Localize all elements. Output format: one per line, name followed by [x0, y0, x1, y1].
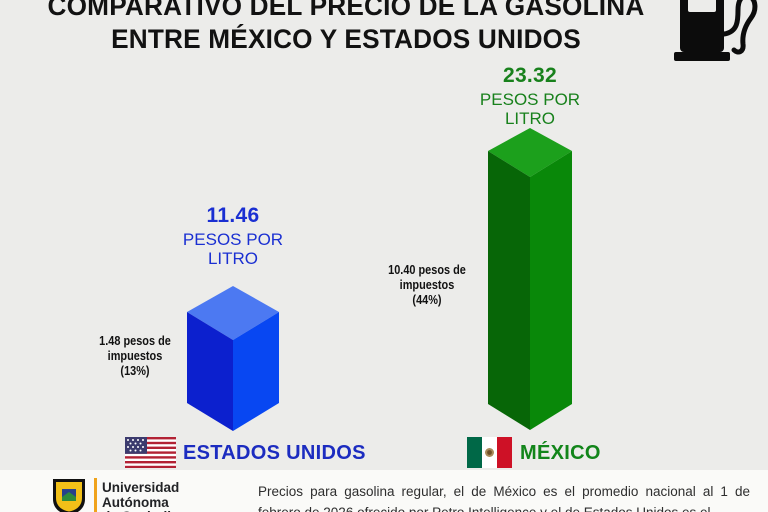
us-price-value: 11.46 [206, 204, 260, 227]
mexico-country-label: MÉXICO [520, 442, 601, 464]
us-price-group: 11.46 PESOS POR LITRO [133, 204, 333, 268]
mexico-price-group: 23.32 PESOS POR LITRO [430, 64, 630, 128]
mexico-tax-line-1: 10.40 pesos de [388, 262, 466, 277]
mexico-price-value: 23.32 [502, 64, 558, 87]
university-line-3: de Coahuila [102, 509, 179, 512]
mexico-unit-line-1: PESOS POR [479, 90, 581, 109]
us-tax-line-3: (13%) [120, 363, 150, 378]
mexico-tax-line-3: (44%) [412, 292, 442, 307]
logo-divider [94, 478, 97, 512]
footer: Universidad Autónoma de Coahuila Precios… [0, 470, 768, 512]
university-line-1: Universidad [102, 480, 180, 495]
mexico-tax-line-2: impuestos [399, 277, 455, 292]
title-line-2: ENTRE MÉXICO Y ESTADOS UNIDOS [111, 24, 581, 54]
us-tax-label: 1.48 pesos de impuestos (13%) [68, 333, 202, 378]
mexico-unit-line-2: LITRO [504, 109, 556, 128]
us-unit-line-2: LITRO [207, 249, 259, 268]
source-note: Precios para gasolina regular, el de Méx… [258, 484, 750, 512]
title-line-1: COMPARATIVO DEL PRECIO DE LA GASOLINA [47, 0, 645, 21]
page-title: COMPARATIVO DEL PRECIO DE LA GASOLINA EN… [0, 0, 692, 56]
us-country-label: ESTADOS UNIDOS [183, 442, 366, 464]
mexico-tax-label: 10.40 pesos de impuestos (44%) [360, 262, 494, 307]
university-name: Universidad Autónoma de Coahuila [102, 480, 180, 512]
us-unit-line-1: PESOS POR [182, 230, 284, 249]
mexico-flag-icon [467, 437, 512, 468]
us-flag-icon [125, 437, 176, 468]
us-tax-line-1: 1.48 pesos de [99, 333, 171, 348]
us-bar [187, 286, 279, 431]
us-tax-line-2: impuestos [107, 348, 163, 363]
mexico-bar [488, 128, 572, 430]
gas-pump-icon [674, 0, 758, 61]
university-crest-icon [53, 479, 85, 512]
university-line-2: Autónoma [102, 494, 169, 510]
